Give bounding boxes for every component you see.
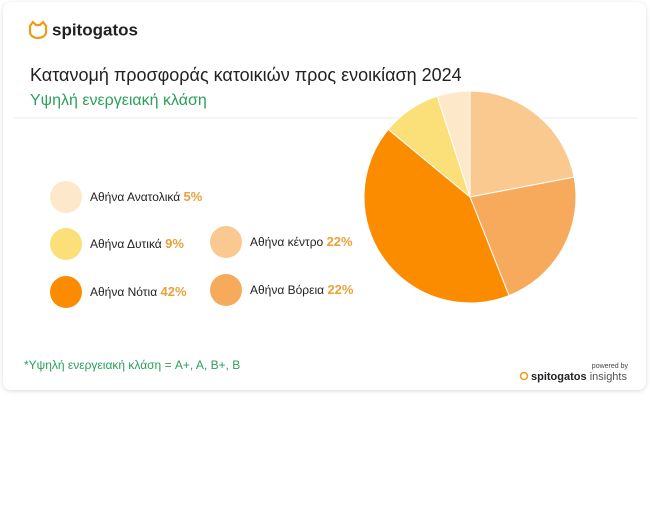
powered-by: powered by [592,363,629,370]
legend-swatch [50,228,82,260]
legend-item: Αθήνα Ανατολικά 5% [50,181,203,213]
pie-slice [469,90,575,198]
footer-brand-name: spitogatos [531,371,587,383]
footer-brand-suffix: insights [590,371,628,383]
footer-brand: spitogatos insights [531,371,627,383]
footer-logo [519,371,529,381]
legend-text: Αθήνα κέντρο 22% [250,234,353,249]
pie-slice [469,176,577,297]
value-label: 22% [327,234,353,249]
legend-text: Αθήνα Νότια 42% [90,284,187,299]
logo [28,20,48,40]
value-label: 5% [184,189,203,204]
legend-label: Αθήνα Νότια [90,285,157,299]
value-label: 9% [165,236,184,251]
legend-label: Αθήνα Βόρεια [250,283,324,297]
chart-title: Κατανομή προσφοράς κατοικιών προς ενοικί… [30,65,462,85]
legend-text: Αθήνα Ανατολικά 5% [90,189,203,204]
legend-swatch [50,181,82,213]
pie-slice [363,128,510,304]
legend-label: Αθήνα Δυτικά [90,237,162,251]
legend-swatch [50,276,82,308]
legend-item: Αθήνα Δυτικά 9% [50,228,184,260]
pie-slice [436,90,471,198]
legend-swatch [210,226,242,258]
legend-text: Αθήνα Δυτικά 9% [90,236,184,251]
legend-label: Αθήνα Ανατολικά [90,190,180,204]
chart-subtitle: Υψηλή ενεργειακή κλάση [30,92,207,109]
value-label: 42% [160,284,186,299]
legend-item: Αθήνα Νότια 42% [50,276,187,308]
legend-swatch [210,274,242,306]
legend-item: Αθήνα κέντρο 22% [210,226,353,258]
legend-text: Αθήνα Βόρεια 22% [250,282,354,297]
value-label: 22% [327,282,353,297]
footnote: *Υψηλή ενεργειακή κλάση = A+, A, B+, B [24,358,240,372]
legend-item: Αθήνα Βόρεια 22% [210,274,354,306]
legend-label: Αθήνα κέντρο [250,235,324,249]
brand: spitogatos [52,20,138,39]
